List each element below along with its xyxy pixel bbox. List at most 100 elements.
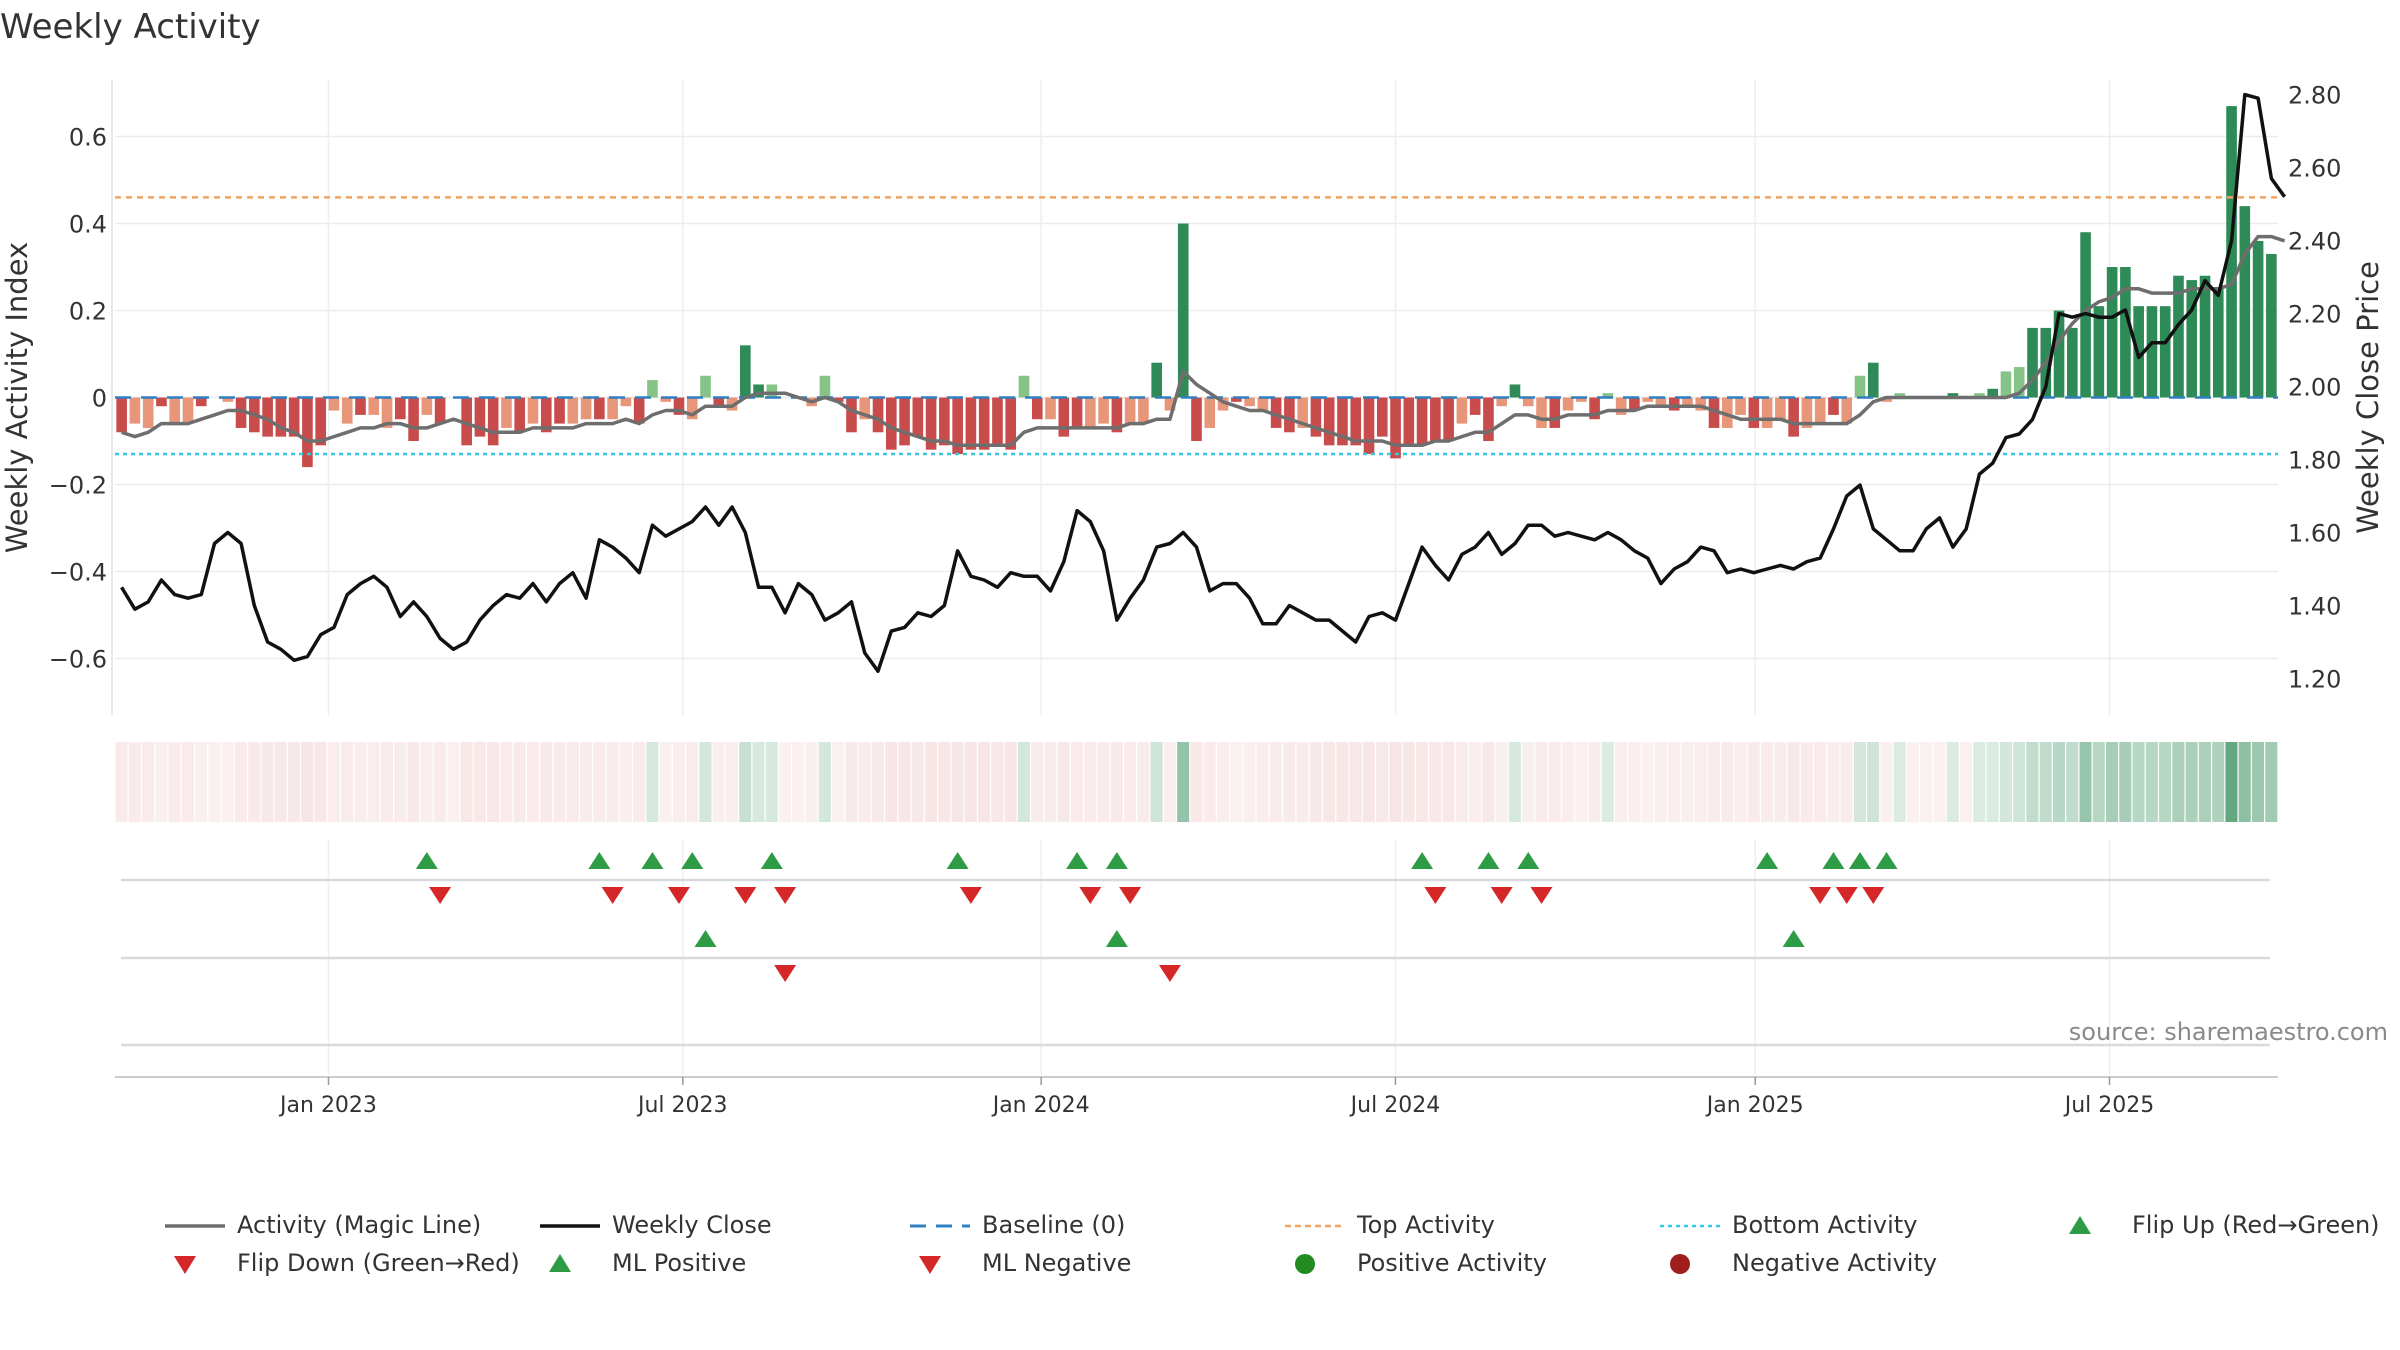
activity-bar (2159, 306, 2171, 398)
activity-bar (1244, 397, 1255, 407)
x-axis: Jan 2023 Jul 2023 Jan 2024 Jul 2024 Jan 2025… (278, 1077, 2154, 1118)
activity-bar (1828, 397, 1839, 415)
heat-cell (593, 742, 606, 822)
heat-cell (380, 742, 393, 822)
flip-up-marker (1822, 852, 1845, 869)
activity-bar (1881, 397, 1892, 402)
heat-cell (579, 742, 593, 822)
heat-cell (2132, 742, 2145, 822)
activity-bar (328, 397, 340, 411)
heat-cell (1893, 742, 1906, 822)
heat-cell (633, 742, 646, 822)
heat-cell (699, 742, 712, 822)
heat-cell (2105, 742, 2119, 822)
activity-bar (872, 397, 884, 433)
legend-label: Activity (Magic Line) (237, 1211, 481, 1239)
activity-bar (1801, 397, 1813, 428)
magic-line (121, 234, 2286, 448)
flip-down-marker (1862, 887, 1885, 904)
heat-cell (1694, 742, 1707, 822)
heat-cell (195, 742, 208, 822)
heat-cell (1933, 742, 1946, 822)
heat-cell (1495, 742, 1508, 822)
heat-cell (1336, 742, 1349, 822)
heat-cell (739, 742, 752, 822)
activity-bar (713, 397, 725, 407)
flip-down-marker (1119, 887, 1142, 904)
activity-bar (1270, 397, 1282, 428)
heat-cell (1031, 742, 1044, 822)
y2-tick-label: 2.80 (2288, 82, 2341, 110)
activity-bar (381, 397, 393, 428)
legend-item-close: Weekly Close (540, 1211, 772, 1239)
ml-positive-marker (1782, 930, 1805, 947)
activity-bar (302, 397, 313, 468)
heat-cell (1906, 742, 1920, 822)
activity-bar (2186, 280, 2198, 398)
heat-cell (2198, 742, 2211, 822)
legend-label: Weekly Close (612, 1211, 772, 1239)
legend-swatch (2069, 1216, 2091, 1234)
activity-bar (899, 397, 910, 446)
weekly-close-line (120, 92, 2287, 673)
grid (115, 80, 2278, 1075)
y-tick-label: −0.2 (49, 471, 107, 499)
activity-bar (1085, 397, 1096, 428)
heat-cell (898, 742, 911, 822)
activity-bar (1509, 384, 1521, 398)
activity-bar (1469, 397, 1481, 415)
heat-cell (752, 742, 765, 822)
activity-bar (315, 397, 326, 446)
heat-cell (1628, 742, 1641, 822)
heat-cell (1084, 742, 1097, 822)
heat-cell (2172, 742, 2185, 822)
activity-bar (1376, 397, 1388, 437)
activity-bar (832, 397, 844, 402)
activity-bar (1814, 397, 1826, 424)
activity-bar (1124, 397, 1136, 424)
heat-cell (871, 742, 884, 822)
activity-bar (2000, 371, 2012, 398)
heat-cell (1760, 742, 1774, 822)
activity-bar (2239, 206, 2251, 398)
heat-cell (115, 742, 128, 822)
heat-cell (1814, 742, 1827, 822)
activity-bar (408, 397, 419, 441)
heat-cell (447, 742, 460, 822)
y-tick-label: −0.6 (49, 645, 107, 673)
heat-cell (1044, 742, 1057, 822)
activity-bar (1974, 393, 1985, 398)
activity-bar (965, 397, 977, 450)
heat-cell (420, 742, 433, 822)
heat-cell (1469, 742, 1482, 822)
y-axis-label: Weekly Activity Index (0, 242, 34, 553)
heat-cell (1150, 742, 1163, 822)
heat-cell (2185, 742, 2198, 822)
heat-cell (778, 742, 792, 822)
activity-bar (594, 397, 605, 420)
activity-bar (1031, 397, 1043, 420)
y-tick-label: 0 (92, 385, 107, 413)
heat-cell (2052, 742, 2065, 822)
heat-cell (1296, 742, 1309, 822)
heat-cell (1721, 742, 1734, 822)
activity-bar (885, 397, 897, 450)
activity-bar (421, 397, 433, 415)
activity-bar (1231, 397, 1242, 402)
heat-cell (1097, 742, 1110, 822)
legend-swatch (1295, 1254, 1315, 1274)
legend-item-baseline: Baseline (0) (910, 1211, 1125, 1239)
flip-up-marker (1477, 852, 1500, 869)
activity-bar (686, 397, 698, 420)
heat-cell (2225, 742, 2238, 822)
y2-axis-label: Weekly Close Price (2351, 261, 2385, 534)
activity-bar (978, 397, 990, 450)
activity-bar (1456, 397, 1468, 424)
activity-bar (1403, 397, 1415, 446)
heat-cell (1057, 742, 1070, 822)
y2-tick-label: 2.60 (2288, 155, 2341, 183)
heat-cell (1482, 742, 1495, 822)
ml-positive-marker (1105, 930, 1128, 947)
y2-tick-label: 2.00 (2288, 374, 2341, 402)
heat-cell (513, 742, 526, 822)
